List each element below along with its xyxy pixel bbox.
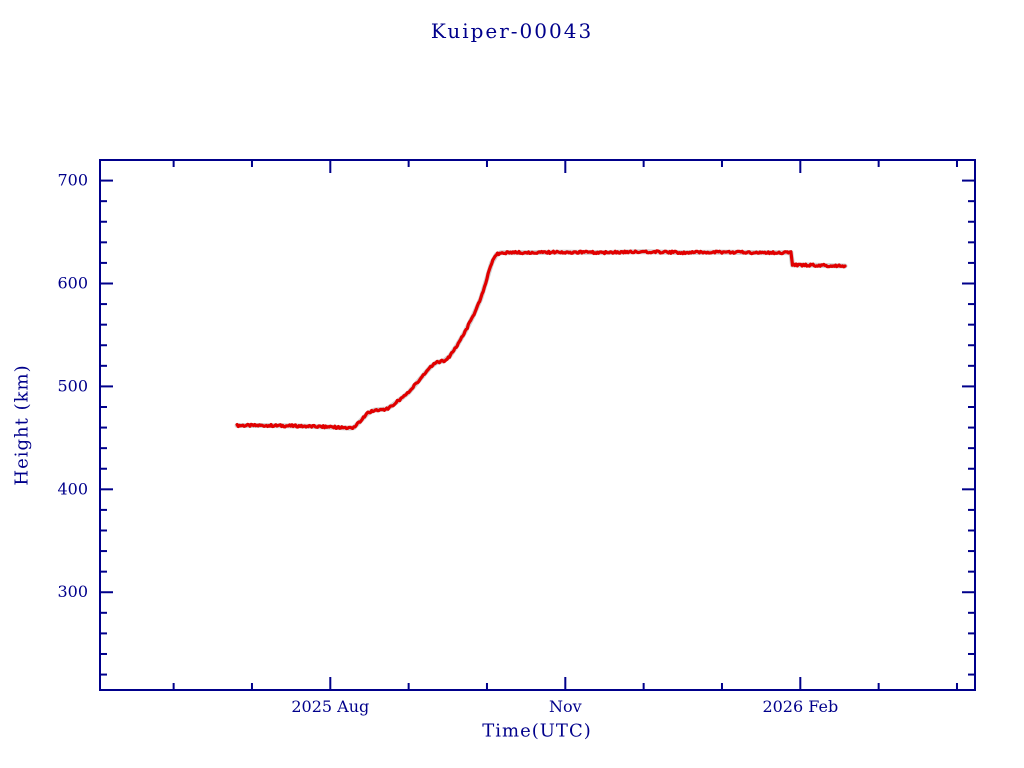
x-axis-label: Time(UTC) — [482, 720, 592, 742]
series-underlay — [234, 249, 848, 431]
x-tick-label: 2025 Aug — [291, 697, 369, 716]
y-tick-label: 300 — [57, 582, 88, 601]
y-tick-label: 400 — [57, 479, 88, 498]
height-series-line — [235, 249, 847, 431]
x-tick-label: Nov — [549, 697, 582, 716]
y-tick-label: 600 — [57, 273, 88, 292]
y-tick-label: 500 — [57, 376, 88, 395]
y-tick-label: 700 — [57, 171, 88, 190]
x-tick-label: 2026 Feb — [762, 697, 838, 716]
axis-ticks — [100, 159, 975, 690]
plot-border — [99, 159, 976, 691]
chart-title: Kuiper-00043 — [430, 19, 594, 43]
